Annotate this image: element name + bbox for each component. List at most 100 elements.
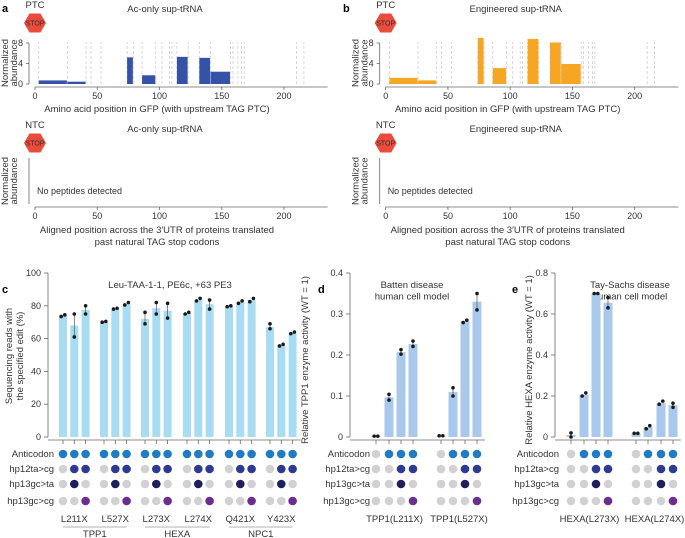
matrix-dot xyxy=(81,449,90,459)
y-axis-label: abundance xyxy=(9,157,20,204)
bar xyxy=(643,427,653,437)
matrix-dot xyxy=(236,496,245,506)
data-point xyxy=(606,295,610,300)
matrix-dot xyxy=(81,464,90,474)
bar xyxy=(384,397,394,437)
data-point xyxy=(225,304,229,309)
matrix-dot xyxy=(288,449,297,459)
matrix-dot xyxy=(436,464,446,474)
y-axis-label: Relative HEXA enzyme activity (WT = 1) xyxy=(524,275,535,445)
x-tick-label: 0 xyxy=(32,91,37,101)
variant-label: L274X xyxy=(185,514,213,525)
matrix-row-label: hp12ta>cg xyxy=(325,464,370,475)
matrix-dot xyxy=(265,479,275,489)
matrix-dot xyxy=(591,449,601,459)
matrix-dot xyxy=(631,464,641,474)
matrix-dot xyxy=(122,496,131,506)
data-point xyxy=(194,299,199,303)
y-axis-label: Relative TPP1 enzyme activity (WT = 1) xyxy=(300,276,311,444)
matrix-dot xyxy=(163,464,172,474)
panel-label-a: a xyxy=(2,3,9,15)
data-point xyxy=(240,299,244,303)
matrix-dot xyxy=(152,449,161,459)
bar xyxy=(111,309,120,437)
matrix-dot xyxy=(603,479,613,489)
no-peptides-text: No peptides detected xyxy=(37,186,122,196)
panel-label-b: b xyxy=(343,3,350,15)
matrix-dot xyxy=(460,479,470,489)
data-point xyxy=(387,398,391,402)
matrix-dot xyxy=(277,496,286,506)
data-point xyxy=(661,399,665,403)
variant-label: TPP1(L211X) xyxy=(366,514,423,525)
matrix-dot xyxy=(643,479,653,489)
matrix-dot xyxy=(631,449,641,459)
matrix-dot xyxy=(436,449,446,459)
no-peptides-text: No peptides detected xyxy=(388,186,473,196)
data-point xyxy=(198,296,202,301)
chart-title: Ac-only sup-tRNA xyxy=(127,124,203,135)
data-point xyxy=(100,320,104,325)
bar xyxy=(460,321,470,437)
x-tick-label: 200 xyxy=(627,211,642,221)
chart-title: Batten disease xyxy=(381,280,444,291)
stop-sign-icon xyxy=(24,133,46,153)
data-point xyxy=(59,314,63,319)
data-point xyxy=(632,431,636,436)
data-point xyxy=(648,423,652,428)
y-axis-label: Normalized xyxy=(0,39,11,87)
y-tick-label: 0.4 xyxy=(535,350,548,360)
gene-label: NPC1 xyxy=(248,529,273,538)
matrix-dot xyxy=(288,479,297,489)
stop-sign-text: STOP xyxy=(26,141,45,148)
bar xyxy=(603,302,613,437)
matrix-dot xyxy=(579,464,589,474)
chart-title: human cell model xyxy=(593,292,667,303)
x-tick-label: 50 xyxy=(443,211,453,221)
matrix-dot xyxy=(408,479,418,489)
matrix-dot xyxy=(140,464,150,474)
data-point xyxy=(376,434,380,438)
matrix-dot xyxy=(247,496,256,506)
matrix-dot xyxy=(122,449,131,459)
y-axis-label: Normalized xyxy=(351,39,362,87)
matrix-dot xyxy=(277,464,286,474)
abundance-bar xyxy=(127,57,133,84)
data-point xyxy=(104,319,108,324)
y-tick-label: 0 xyxy=(18,79,23,89)
data-point xyxy=(72,312,77,316)
x-tick-label: 200 xyxy=(276,91,291,101)
data-point xyxy=(584,391,588,395)
matrix-dot xyxy=(152,496,161,506)
variant-label: HEXA(L273X) xyxy=(560,514,620,525)
data-point xyxy=(596,291,600,296)
y-tick-label: 0 xyxy=(369,79,374,89)
x-tick-label: 200 xyxy=(276,211,291,221)
matrix-dot xyxy=(384,496,394,506)
matrix-dot xyxy=(436,496,446,506)
data-point xyxy=(644,427,648,431)
bar xyxy=(408,343,418,437)
x-axis-label: Amino acid position in GFP (with upstrea… xyxy=(44,104,269,115)
bar xyxy=(152,308,161,437)
matrix-dot xyxy=(58,464,68,474)
x-tick-label: 100 xyxy=(503,91,518,101)
matrix-row-label: Anticodon xyxy=(12,449,54,460)
bar xyxy=(141,318,149,437)
matrix-dot xyxy=(288,464,297,474)
data-point xyxy=(671,401,675,405)
abundance-bar xyxy=(389,77,418,84)
data-point xyxy=(154,300,159,305)
matrix-dot xyxy=(163,496,172,506)
bar xyxy=(194,300,203,437)
data-point xyxy=(154,312,159,316)
matrix-dot xyxy=(384,449,394,459)
x-tick-label: 50 xyxy=(92,211,102,221)
abundance-bar xyxy=(492,68,506,84)
matrix-dot xyxy=(182,449,192,459)
marker-label: NTC xyxy=(25,120,45,131)
matrix-dot xyxy=(122,479,131,489)
x-axis-label: Aligned position across the 3′UTR of pro… xyxy=(391,225,625,236)
bar xyxy=(183,313,191,437)
variant-label: L273X xyxy=(143,514,171,525)
